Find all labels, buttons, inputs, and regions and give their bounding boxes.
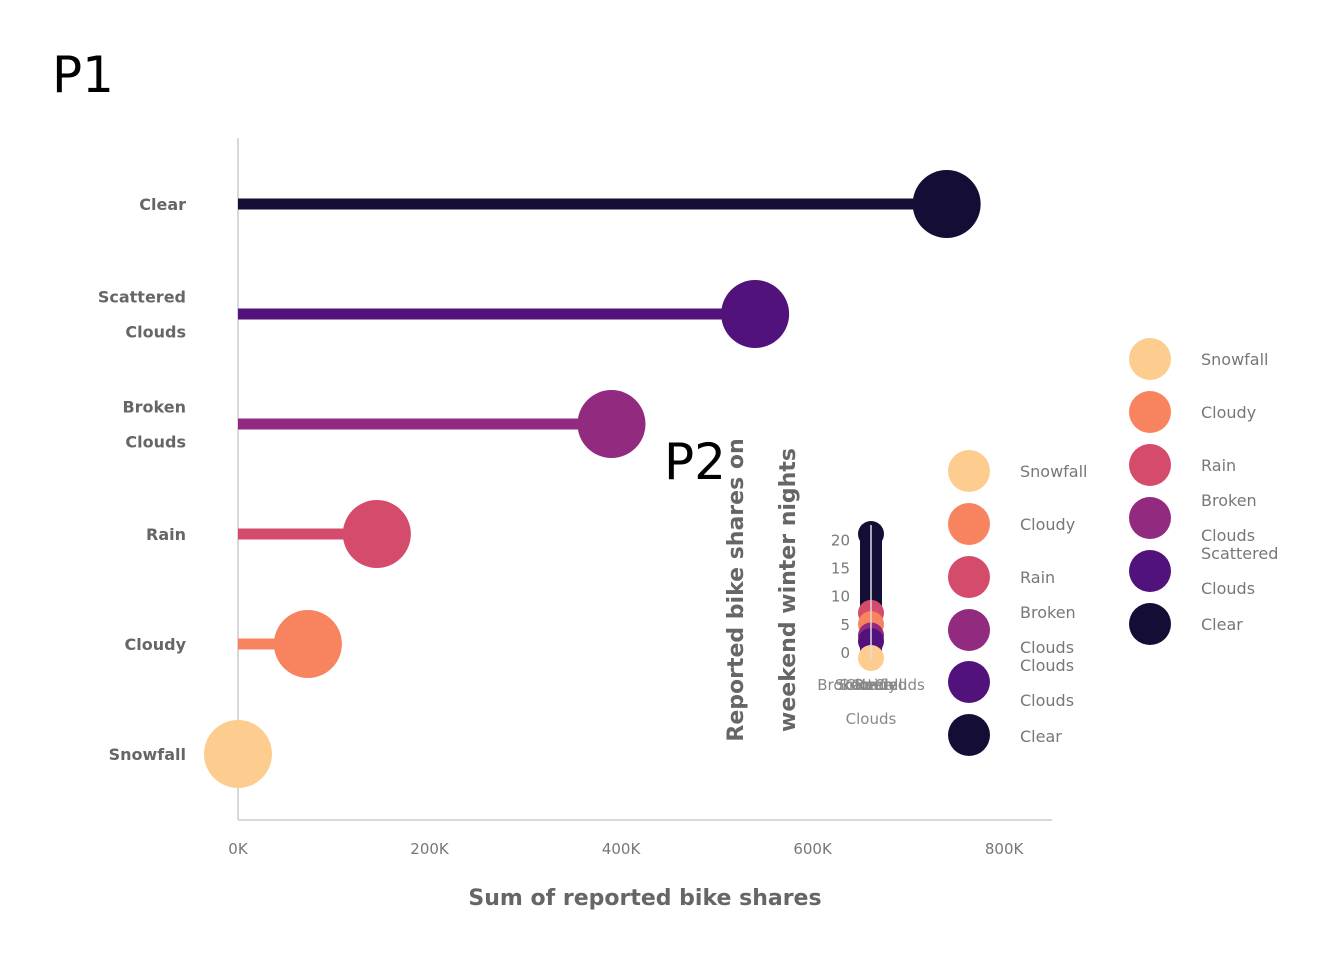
category-label: Clouds (125, 433, 186, 452)
p2-legend-label: Broken (1020, 603, 1076, 622)
lollipop-dot-clear (912, 170, 981, 238)
x-tick-label: 0K (228, 840, 249, 858)
p2-category-label: Clouds (846, 710, 897, 728)
lollipop-chart-p1: 0K 200K 400K 600K 800K Sum of reported bike s… (98, 138, 1052, 911)
p2-category-label: Rain (855, 676, 888, 694)
p2-category-label: Cloudy (845, 676, 897, 694)
legend-p1: SnowfallCloudyRainBrokenCloudsScatteredC… (1129, 338, 1278, 645)
lollipop-dot-scattered-clouds (721, 280, 790, 348)
legend-label: Clouds (1201, 526, 1255, 545)
legend-label: Snowfall (1201, 350, 1269, 369)
panel-label-p2: P2 (664, 433, 726, 491)
legend-label: Scattered (1201, 544, 1278, 563)
p2-legend-swatch-cloudy (948, 503, 990, 545)
category-label: Clear (139, 195, 186, 214)
x-axis-title: Sum of reported bike shares (468, 886, 821, 911)
legend-label: Clouds (1201, 579, 1255, 598)
legend-swatch-broken-clouds (1129, 497, 1171, 539)
p2-legend-swatch-clear (948, 714, 990, 756)
p2-y-tick-label: 10 (831, 588, 850, 606)
x-tick-label: 400K (602, 840, 642, 858)
p2-category-label: Scattered (835, 676, 908, 694)
p2-legend-label: Rain (1020, 568, 1055, 587)
p2-legend-swatch-snowfall (948, 450, 990, 492)
p2-category-label: Broken Clouds (817, 676, 925, 694)
category-label: Snowfall (109, 745, 186, 764)
x-tick-label: 600K (793, 840, 833, 858)
category-label: Broken (122, 398, 186, 417)
category-label: Scattered (98, 288, 186, 307)
p2-y-axis-title: Reported bike shares on (724, 438, 749, 741)
category-label: Rain (146, 525, 186, 544)
p2-legend-label: Cloudy (1020, 515, 1075, 534)
p2-y-tick-label: 15 (831, 559, 850, 577)
legend-label: Broken (1201, 491, 1257, 510)
p2-legend-label: Clouds (1020, 656, 1074, 675)
p2-legend-swatch-broken-clouds (948, 609, 990, 651)
legend-swatch-cloudy (1129, 391, 1171, 433)
p2-legend-label: Snowfall (1020, 462, 1088, 481)
legend-swatch-snowfall (1129, 338, 1171, 380)
p2-legend-swatch-rain (948, 556, 990, 598)
p2-category-label: Snowfall (839, 676, 902, 694)
p2-legend-label: Clear (1020, 727, 1062, 746)
p2-legend-swatch-scattered-clouds (948, 661, 990, 703)
lollipop-dot-cloudy (273, 610, 342, 678)
legend-label: Rain (1201, 456, 1236, 475)
p2-legend-label: Clouds (1020, 691, 1074, 710)
p2-y-tick-label: 0 (840, 644, 850, 662)
x-tick-label: 800K (985, 840, 1025, 858)
category-label: Clouds (125, 323, 186, 342)
lollipop-dot-broken-clouds (577, 390, 646, 458)
p2-category-label: Clear (851, 676, 891, 694)
panel-label-p1: P1 (52, 46, 114, 104)
legend-label: Cloudy (1201, 403, 1256, 422)
p2-y-tick-label: 20 (831, 531, 850, 549)
legend-p2: SnowfallCloudyRainBrokenCloudsCloudsScat… (948, 0, 1097, 756)
legend-swatch-scattered-clouds (1129, 550, 1171, 592)
p2-y-tick-label: 5 (840, 616, 850, 634)
x-tick-label: 200K (410, 840, 450, 858)
lollipop-dot-rain (342, 500, 411, 568)
legend-swatch-rain (1129, 444, 1171, 486)
legend-swatch-clear (1129, 603, 1171, 645)
lollipop-chart-p2: Reported bike shares on weekend winter ni… (724, 438, 925, 741)
p2-legend-label: Clouds (1020, 638, 1074, 657)
p2-y-axis-title: weekend winter nights (776, 448, 801, 732)
lollipop-dot-snowfall (204, 720, 272, 788)
category-label: Cloudy (125, 635, 187, 654)
legend-label: Clear (1201, 615, 1243, 634)
p2-legend-label: Scattered (1020, 0, 1097, 4)
